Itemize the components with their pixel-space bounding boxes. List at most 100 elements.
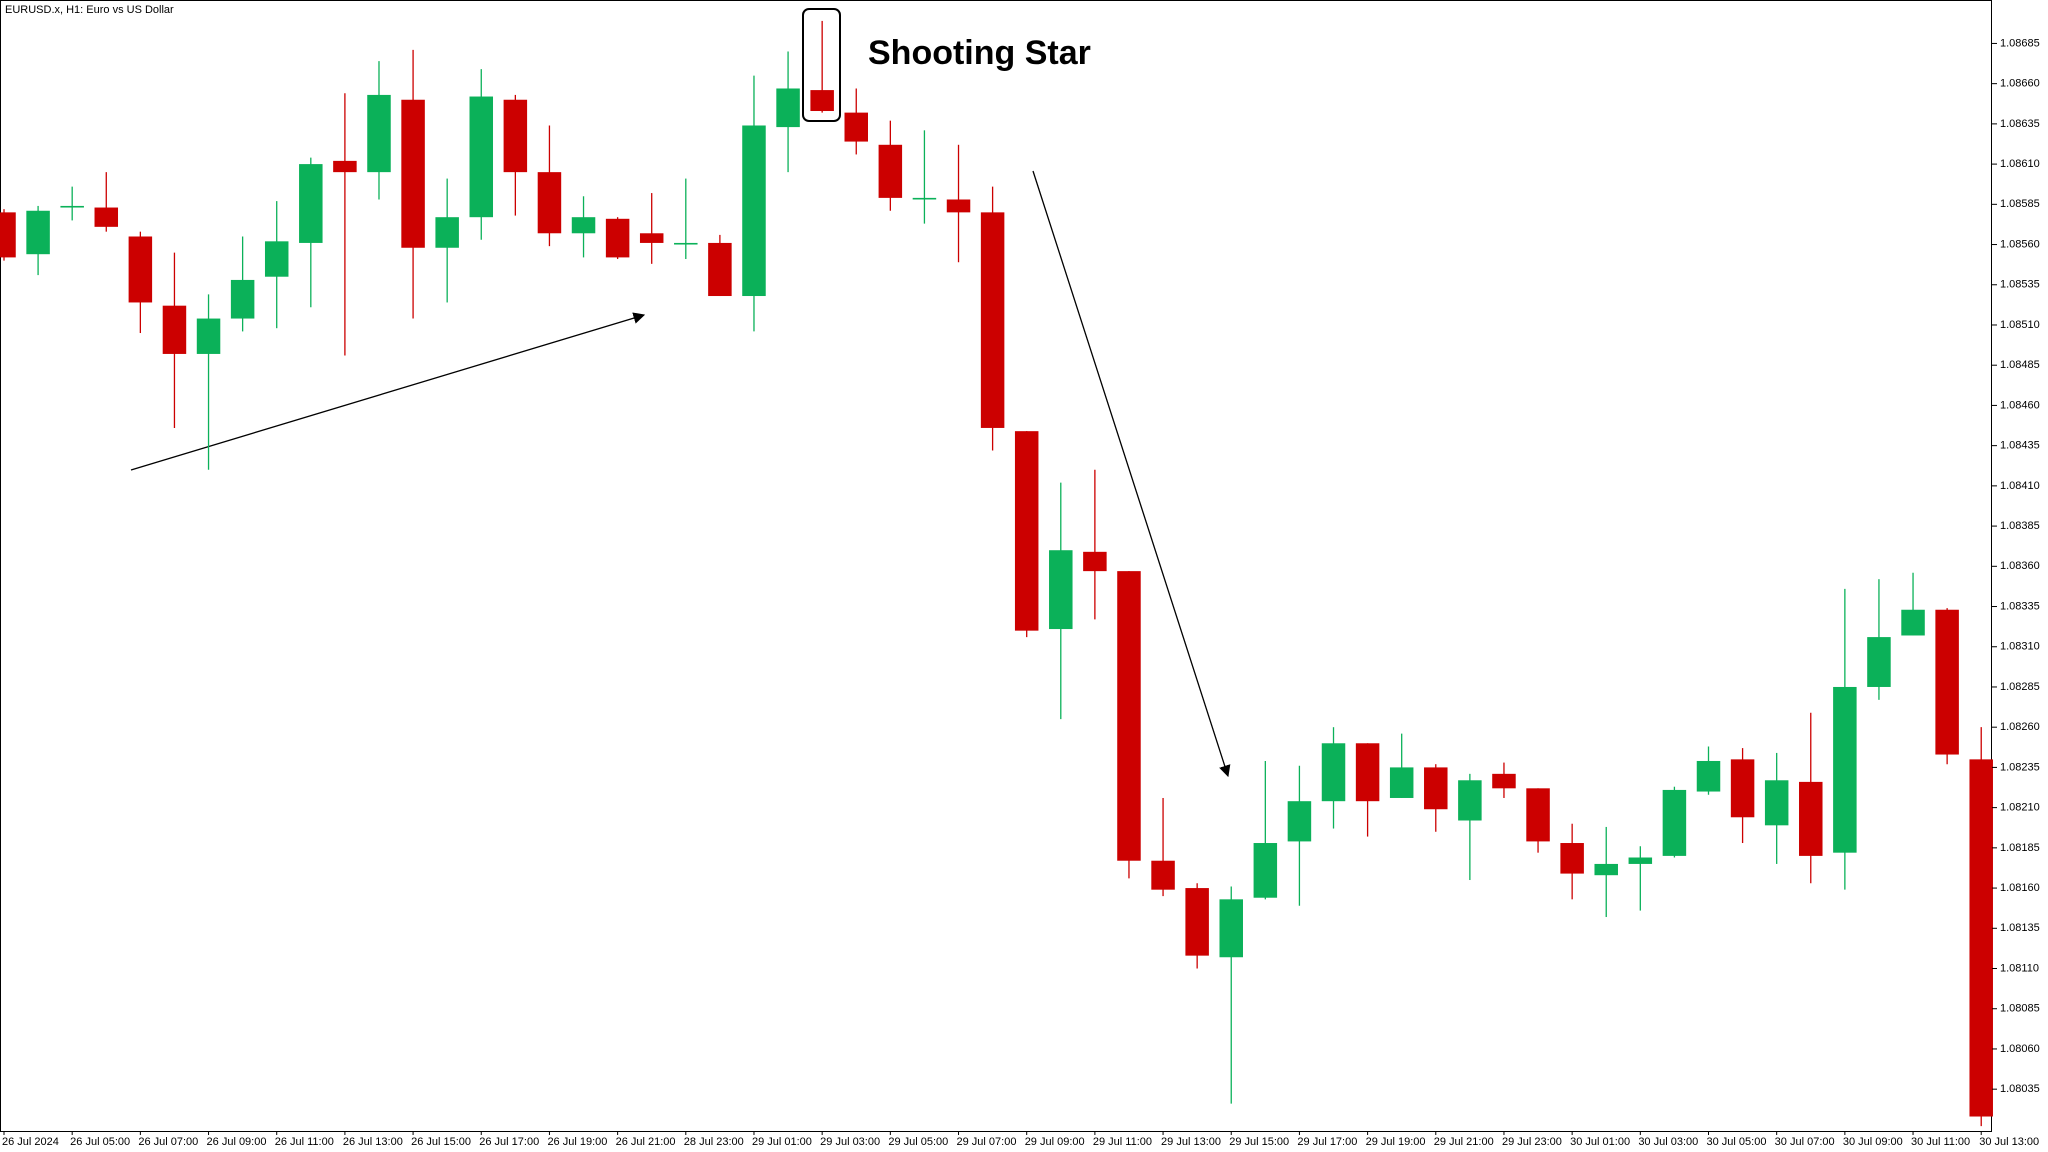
plot-frame: [0, 0, 1992, 1132]
candle-body: [980, 212, 1005, 428]
x-tick-label: 26 Jul 21:00: [616, 1136, 676, 1148]
candle-body: [1389, 767, 1414, 798]
y-tick-label: 1.08385: [2000, 520, 2040, 532]
candle-body: [1321, 743, 1346, 802]
x-tick-label: 30 Jul 09:00: [1843, 1136, 1903, 1148]
y-tick-label: 1.08435: [2000, 440, 2040, 452]
x-tick-label: 26 Jul 13:00: [343, 1136, 403, 1148]
candle-body: [1458, 780, 1482, 821]
y-tick-label: 1.08410: [2000, 480, 2040, 492]
x-tick-label: 29 Jul 23:00: [1502, 1136, 1562, 1148]
x-tick-label: 29 Jul 13:00: [1161, 1136, 1221, 1148]
y-tick-label: 1.08485: [2000, 359, 2040, 371]
candle-body: [435, 217, 459, 248]
x-tick-label: 29 Jul 11:00: [1093, 1136, 1152, 1148]
candle-body: [299, 164, 323, 243]
y-tick-label: 1.08460: [2000, 399, 2040, 411]
candle-body: [1219, 899, 1243, 958]
candle-body: [162, 305, 187, 354]
y-tick-label: 1.08160: [2000, 882, 2040, 894]
candle-body: [1662, 789, 1687, 856]
x-tick-label: 30 Jul 01:00: [1570, 1136, 1630, 1148]
candle-body: [1083, 551, 1107, 572]
y-tick-label: 1.08285: [2000, 681, 2040, 693]
trend-arrow: [130, 312, 646, 471]
x-tick-label: 28 Jul 23:00: [684, 1136, 744, 1148]
candle-body: [639, 233, 664, 243]
candle-body: [503, 99, 528, 173]
x-tick-label: 29 Jul 19:00: [1366, 1136, 1426, 1148]
candle-body: [94, 207, 119, 227]
y-tick-label: 1.08335: [2000, 600, 2040, 612]
candle-body: [1049, 550, 1073, 630]
x-tick-label: 30 Jul 05:00: [1707, 1136, 1767, 1148]
x-tick-label: 26 Jul 2024: [2, 1136, 59, 1148]
candle-body: [571, 217, 596, 234]
candle-body: [1287, 801, 1312, 842]
candle-body: [1424, 767, 1448, 810]
y-tick-label: 1.08035: [2000, 1083, 2040, 1095]
candle-body: [1901, 609, 1925, 636]
y-tick-label: 1.08685: [2000, 37, 2040, 49]
y-tick-label: 1.08135: [2000, 922, 2040, 934]
candle-body: [401, 99, 425, 248]
x-tick-label: 26 Jul 07:00: [138, 1136, 198, 1148]
candle-body: [1696, 760, 1721, 792]
candle-body: [230, 279, 255, 319]
y-tick-label: 1.08660: [2000, 78, 2040, 90]
candle-body: [810, 90, 834, 112]
y-tick-label: 1.08235: [2000, 761, 2040, 773]
candle-body: [1117, 571, 1141, 861]
y-tick-label: 1.08635: [2000, 118, 2040, 130]
x-tick-label: 30 Jul 11:00: [1911, 1136, 1970, 1148]
candle-body: [26, 210, 50, 255]
candle-body: [1833, 686, 1857, 853]
candle-body: [1969, 759, 1993, 1117]
candle-body: [878, 144, 903, 198]
x-tick-label: 29 Jul 09:00: [1025, 1136, 1085, 1148]
chart-title: EURUSD.x, H1: Euro vs US Dollar: [5, 4, 174, 16]
x-tick-label: 26 Jul 11:00: [275, 1136, 334, 1148]
y-tick-label: 1.08360: [2000, 560, 2040, 572]
candle-body: [333, 160, 357, 173]
candle-body: [605, 218, 630, 258]
candle-body: [264, 241, 289, 277]
candle-body: [1185, 888, 1209, 956]
y-tick-label: 1.08185: [2000, 842, 2040, 854]
x-tick-label: 29 Jul 21:00: [1434, 1136, 1494, 1148]
candle-body: [537, 172, 562, 234]
x-tick-label: 26 Jul 15:00: [411, 1136, 471, 1148]
y-tick-label: 1.08560: [2000, 238, 2040, 250]
candle-body: [196, 318, 221, 354]
candle-body: [1764, 780, 1789, 826]
annotation: Shooting Star: [868, 34, 1091, 72]
candle-body: [776, 88, 800, 128]
candle-body: [469, 96, 494, 218]
x-tick-label: 30 Jul 03:00: [1638, 1136, 1698, 1148]
candle-body: [742, 125, 766, 297]
y-tick-label: 1.08610: [2000, 158, 2040, 170]
candle-body: [946, 199, 971, 213]
candle-body: [1628, 857, 1653, 864]
candle-body: [1730, 759, 1755, 818]
y-tick-label: 1.08260: [2000, 721, 2040, 733]
x-tick-label: 26 Jul 09:00: [207, 1136, 267, 1148]
y-tick-label: 1.08110: [2000, 962, 2039, 974]
x-tick-label: 26 Jul 17:00: [479, 1136, 539, 1148]
candle-body: [844, 112, 868, 142]
highlight-box: [802, 8, 841, 122]
y-tick-label: 1.08585: [2000, 198, 2040, 210]
candle-body: [1526, 788, 1550, 842]
x-tick-label: 30 Jul 13:00: [1979, 1136, 2039, 1148]
candle-body: [912, 197, 937, 200]
candle-body: [1492, 773, 1516, 789]
candle-body: [674, 242, 698, 245]
x-tick-label: 29 Jul 17:00: [1297, 1136, 1357, 1148]
y-tick-label: 1.08535: [2000, 279, 2040, 291]
trend-arrow: [1032, 170, 1231, 778]
candle-body: [1594, 863, 1618, 876]
y-tick-label: 1.08085: [2000, 1003, 2040, 1015]
candle-body: [708, 242, 732, 297]
candle-body: [1560, 843, 1584, 874]
